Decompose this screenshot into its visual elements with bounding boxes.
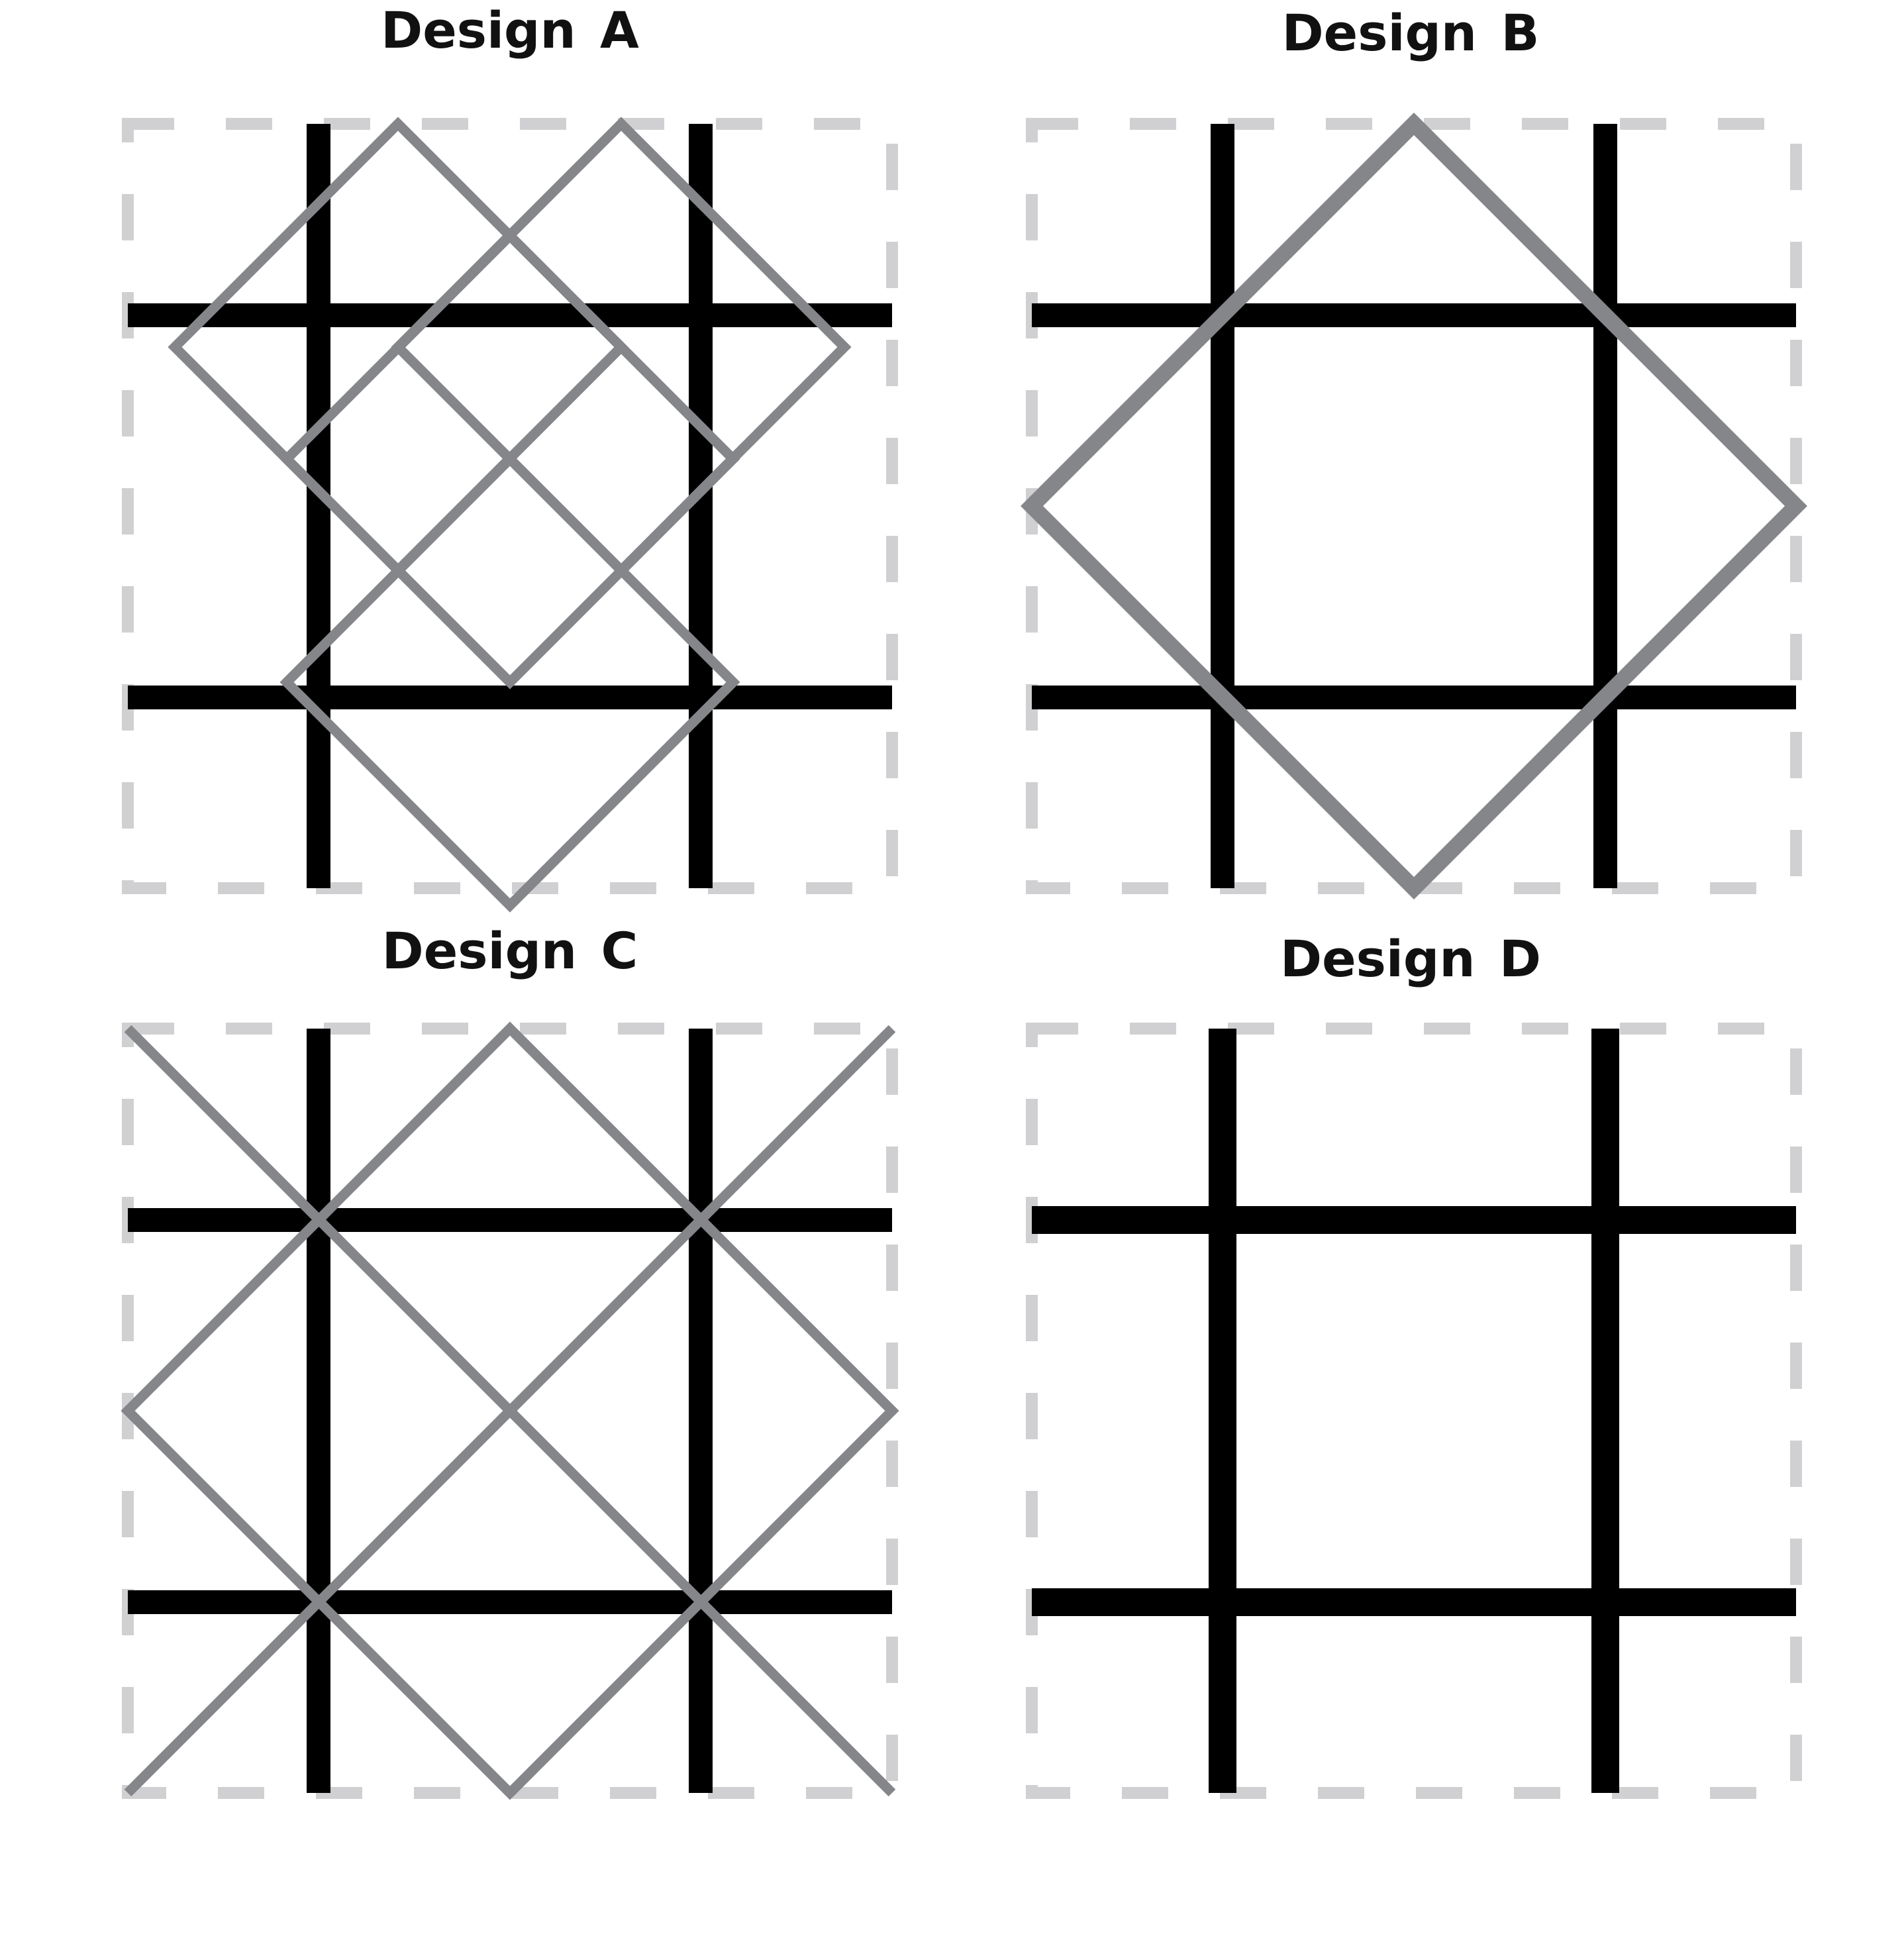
design-c-panel (121, 1021, 899, 1800)
design-b-grid (1032, 124, 1796, 888)
design-a-grid (128, 124, 892, 888)
design-a-diamond-bottom (279, 452, 740, 913)
design-c-diagonals (121, 1021, 899, 1800)
design-b-frame (1026, 118, 1802, 894)
design-d-title: Design D (1280, 929, 1541, 988)
design-b-diamond (1021, 113, 1807, 899)
design-b-panel (1021, 113, 1807, 899)
design-c-anti-diagonal (124, 1025, 896, 1797)
design-d-panel (1026, 1023, 1802, 1799)
design-a-frame (122, 118, 898, 894)
design-c-diamond (121, 1021, 899, 1800)
design-d-frame (1026, 1023, 1802, 1799)
design-c-title: Design C (381, 921, 638, 980)
design-a-title: Design A (381, 1, 639, 60)
design-a-diamond-top (279, 229, 740, 689)
design-a-panel (122, 117, 898, 913)
design-a-diagonals (168, 117, 852, 913)
design-c-grid (128, 1029, 892, 1793)
design-b-title: Design B (1281, 3, 1540, 62)
design-d-grid (1032, 1029, 1796, 1793)
